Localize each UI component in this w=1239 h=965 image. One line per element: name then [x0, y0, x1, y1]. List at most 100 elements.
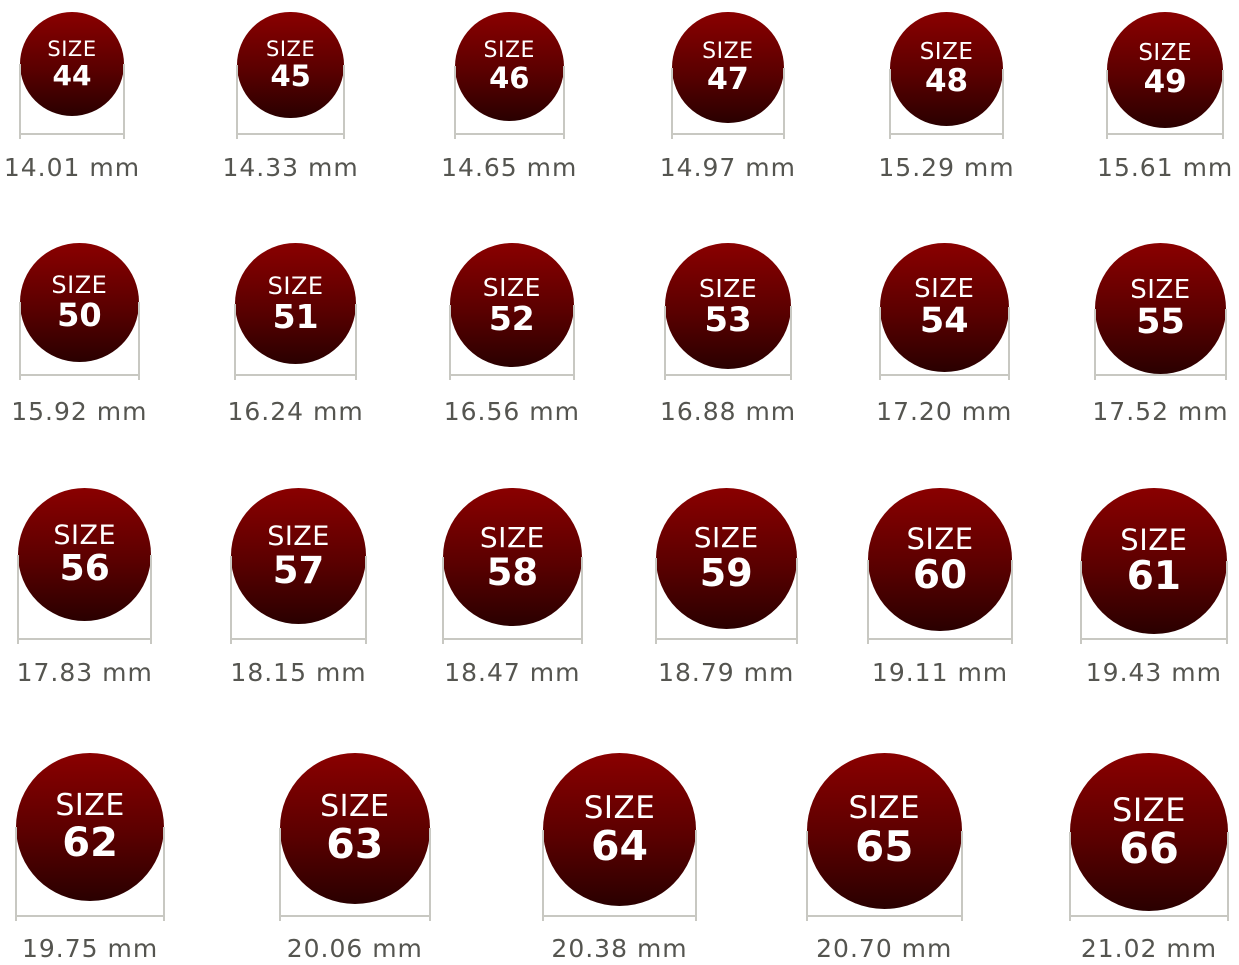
diameter-guide-line: [17, 638, 153, 640]
diameter-guide-line: [1094, 374, 1228, 376]
diameter-label: 15.61 mm: [1097, 153, 1234, 182]
size-word: SIZE: [267, 520, 330, 552]
size-word: SIZE: [47, 36, 97, 61]
size-number: 65: [855, 822, 914, 872]
size-number: 62: [62, 820, 118, 867]
size-word: SIZE: [1120, 522, 1188, 557]
diameter-guide-right: [365, 555, 368, 644]
ring-size-item: SIZE 52 16.56 mm: [444, 243, 579, 427]
diameter-guide-right: [1225, 308, 1228, 380]
size-number: 56: [59, 548, 110, 590]
size-word: SIZE: [848, 790, 921, 827]
diameter-guide-line: [671, 133, 785, 135]
diameter-guide-right: [961, 830, 964, 921]
size-word: SIZE: [1138, 40, 1192, 67]
size-word: SIZE: [483, 37, 535, 63]
size-number: 46: [489, 60, 530, 95]
diameter-guide-left: [671, 67, 674, 139]
size-word: SIZE: [267, 272, 324, 301]
diameter-guide-line: [1080, 638, 1228, 640]
size-number: 44: [52, 58, 92, 92]
diameter-guide-right: [695, 829, 698, 921]
diameter-guide-left: [236, 65, 239, 139]
ring-size-disc: SIZE 44: [20, 12, 124, 116]
diameter-label: 14.01 mm: [3, 153, 141, 182]
ring-size-disc: SIZE 64: [543, 753, 697, 907]
ring-size-disc: SIZE 57: [230, 488, 367, 624]
diameter-guide-line: [867, 638, 1013, 640]
ring-size-disc: SIZE 66: [1070, 753, 1228, 911]
ring-size-disc: SIZE 52: [450, 243, 574, 367]
size-number: 49: [1143, 64, 1187, 101]
diameter-label: 14.33 mm: [222, 153, 359, 182]
diameter-label: 17.83 mm: [16, 658, 153, 687]
ring-size-item: SIZE 47 14.97 mm: [660, 12, 795, 183]
size-word: SIZE: [482, 272, 541, 302]
size-number: 51: [272, 297, 319, 337]
size-number: 59: [699, 551, 753, 596]
diameter-guide-left: [229, 555, 232, 644]
diameter-guide-line: [654, 638, 798, 640]
diameter-guide-right: [1010, 559, 1013, 644]
diameter-guide-left: [879, 307, 881, 380]
ring-size-disc: SIZE 60: [868, 488, 1012, 632]
size-word: SIZE: [702, 38, 754, 64]
ring-size-item: SIZE 50 15.92 mm: [11, 243, 146, 427]
ring-size-item: SIZE 56 17.83 mm: [17, 488, 153, 688]
size-number: 61: [1126, 553, 1182, 599]
diameter-label: 20.38 mm: [551, 934, 688, 963]
ring-size-disc: SIZE 49: [1107, 12, 1224, 129]
diameter-label: 19.43 mm: [1085, 658, 1222, 687]
ring-size-item: SIZE 44 14.01 mm: [4, 12, 139, 183]
size-word: SIZE: [1130, 275, 1191, 306]
diameter-label: 16.56 mm: [443, 397, 580, 426]
diameter-guide-right: [782, 67, 785, 139]
ring-size-disc: SIZE 46: [454, 12, 564, 121]
diameter-guide-left: [19, 302, 21, 380]
diameter-guide-right: [1227, 832, 1229, 921]
size-number: 52: [488, 298, 535, 338]
diameter-label: 18.79 mm: [658, 658, 795, 687]
size-word: SIZE: [919, 38, 974, 65]
diameter-guide-left: [449, 304, 451, 380]
size-word: SIZE: [53, 520, 117, 552]
diameter-label: 18.15 mm: [230, 658, 367, 687]
ring-size-disc: SIZE 59: [655, 488, 797, 629]
ring-size-disc: SIZE 48: [889, 12, 1004, 126]
ring-size-item: SIZE 61 19.43 mm: [1080, 488, 1228, 688]
size-number: 47: [707, 61, 749, 97]
diameter-guide-left: [542, 829, 544, 921]
ring-size-item: SIZE 58 18.47 mm: [442, 488, 583, 688]
ring-size-item: SIZE 66 21.02 mm: [1069, 753, 1229, 964]
diameter-guide-left: [19, 64, 21, 139]
diameter-guide-left: [867, 559, 870, 644]
diameter-guide-left: [805, 830, 808, 921]
size-word: SIZE: [693, 521, 759, 555]
diameter-guide-left: [888, 68, 891, 139]
diameter-guide-right: [1222, 70, 1225, 139]
diameter-guide-line: [234, 374, 358, 376]
diameter-guide-line: [542, 915, 698, 917]
size-number: 63: [326, 819, 384, 868]
ring-size-item: SIZE 45 14.33 mm: [223, 12, 358, 183]
diameter-guide-left: [15, 827, 17, 921]
ring-size-disc: SIZE 56: [18, 488, 152, 622]
size-word: SIZE: [906, 521, 974, 556]
diameter-guide-line: [19, 374, 140, 376]
diameter-guide-right: [342, 65, 345, 139]
size-number: 45: [270, 59, 311, 94]
diameter-guide-left: [1069, 832, 1071, 921]
size-number: 66: [1119, 823, 1179, 874]
diameter-guide-right: [1225, 560, 1228, 644]
diameter-guide-line: [278, 915, 432, 917]
diameter-guide-right: [123, 64, 125, 139]
diameter-guide-left: [17, 554, 19, 644]
diameter-label: 15.29 mm: [878, 153, 1015, 182]
diameter-guide-line: [1106, 133, 1225, 135]
size-number: 50: [57, 296, 102, 335]
diameter-guide-line: [664, 374, 793, 376]
diameter-guide-left: [1106, 70, 1108, 139]
size-word: SIZE: [914, 273, 975, 304]
ring-size-item: SIZE 60 19.11 mm: [867, 488, 1013, 688]
size-number: 58: [486, 550, 539, 594]
